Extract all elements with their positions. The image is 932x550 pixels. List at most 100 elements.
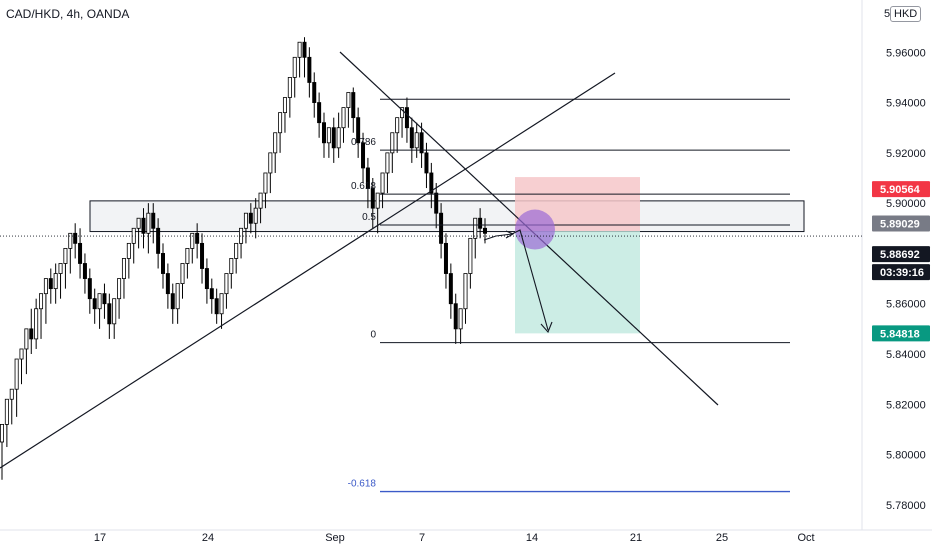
candle-body <box>321 122 326 144</box>
x-tick-label: Oct <box>797 532 814 544</box>
candle-body <box>141 217 146 234</box>
candle-body <box>317 102 322 124</box>
price-badge-label: 5.88692 <box>880 249 920 261</box>
candle-body <box>58 263 63 274</box>
candle-body <box>117 278 122 300</box>
candle-body <box>248 212 253 224</box>
candle-body <box>29 328 34 340</box>
candle-body <box>439 212 444 244</box>
y-tick-label: 5.90000 <box>886 198 926 210</box>
candle-body <box>146 212 151 234</box>
candle-body <box>414 132 419 149</box>
candle-body <box>87 278 92 300</box>
x-tick-label: 17 <box>94 532 106 544</box>
fib-level-label: 0.5 <box>362 212 376 223</box>
candle-body <box>112 298 117 325</box>
y-tick-label: 5.92000 <box>886 148 926 160</box>
candle-body <box>195 232 200 244</box>
candle-body <box>263 172 268 194</box>
x-tick-label: 7 <box>419 532 425 544</box>
candle-body <box>190 232 195 249</box>
x-tick-label: 24 <box>202 532 214 544</box>
time-axis: 17 24 Sep 7 14 21 25 Oct <box>94 532 815 544</box>
y-tick-label: 5.80000 <box>886 450 926 462</box>
currency-button[interactable]: HKD <box>890 6 922 22</box>
candle-body <box>482 227 487 234</box>
candle-body <box>463 273 468 310</box>
candle-body <box>385 152 390 174</box>
x-tick-label: 21 <box>630 532 642 544</box>
candle-body <box>478 217 483 229</box>
price-badge-mid: 5.89029 <box>872 215 930 232</box>
candle-body <box>14 358 19 390</box>
entry-highlight-circle <box>515 209 555 250</box>
candle-body <box>39 293 44 310</box>
price-badge-bg <box>872 325 930 342</box>
candle-body <box>292 56 297 78</box>
candle-body <box>312 82 317 103</box>
candle-body <box>209 288 214 300</box>
candle-body <box>136 217 141 229</box>
y-tick-label: 5.96000 <box>886 47 926 59</box>
candle-body <box>4 398 9 425</box>
candle-body <box>302 41 307 58</box>
candle-body <box>204 268 209 290</box>
y-tick-label: 5.82000 <box>886 399 926 411</box>
price-badge-label: 03:39:16 <box>880 267 924 279</box>
top-axis-label: 5 <box>884 8 891 20</box>
candle-body <box>390 132 395 154</box>
arrow-head-small <box>505 230 515 239</box>
price-badge-bg <box>872 181 930 198</box>
candle-body <box>429 172 434 194</box>
candle-body <box>185 247 190 264</box>
candle-body <box>180 263 185 285</box>
candle-body <box>326 127 331 144</box>
candle-body <box>453 303 458 330</box>
candle-body <box>234 242 239 259</box>
candle-body <box>214 298 219 315</box>
candle-body <box>365 167 370 189</box>
candle-body <box>404 107 409 129</box>
candle-body <box>443 242 448 274</box>
candle-body <box>331 127 336 149</box>
x-tick-label: 14 <box>526 532 538 544</box>
y-tick-label: 5.78000 <box>886 500 926 512</box>
candle-body <box>400 107 405 119</box>
candle-body <box>375 192 380 209</box>
candle-body <box>268 152 273 174</box>
arrow-head <box>540 321 553 334</box>
candle-body <box>121 258 126 279</box>
candle-body <box>102 293 107 305</box>
candle-body <box>219 293 224 315</box>
price-badge-sell: 5.90564 <box>872 181 930 198</box>
candle-body <box>48 278 53 290</box>
candle-body <box>307 56 312 83</box>
candle-body <box>175 283 180 310</box>
candle-body <box>68 232 73 249</box>
price-badge-buy: 5.84818 <box>872 325 930 342</box>
ascending-trendline <box>0 72 616 469</box>
price-badge-bg <box>872 246 930 263</box>
candle-body <box>160 253 165 274</box>
x-tick-label: 25 <box>716 532 728 544</box>
fib-level-label: -0.618 <box>348 479 377 490</box>
resistance-zone <box>89 200 805 233</box>
candle-body <box>97 293 102 310</box>
candle-body <box>409 127 414 149</box>
candle-body <box>297 41 302 58</box>
y-tick-label: 5.84000 <box>886 349 926 361</box>
candle-body <box>34 308 39 340</box>
candle-body <box>82 263 87 279</box>
candle-body <box>224 273 229 295</box>
candle-body <box>370 187 375 209</box>
candle-body <box>282 97 287 114</box>
candle-body <box>278 112 283 134</box>
price-badge-label: 5.84818 <box>880 328 920 340</box>
price-badge-bg <box>872 215 930 232</box>
candle-body <box>253 207 258 224</box>
candle-body <box>351 92 356 119</box>
candle-body <box>258 192 263 209</box>
candle-body <box>0 423 4 443</box>
